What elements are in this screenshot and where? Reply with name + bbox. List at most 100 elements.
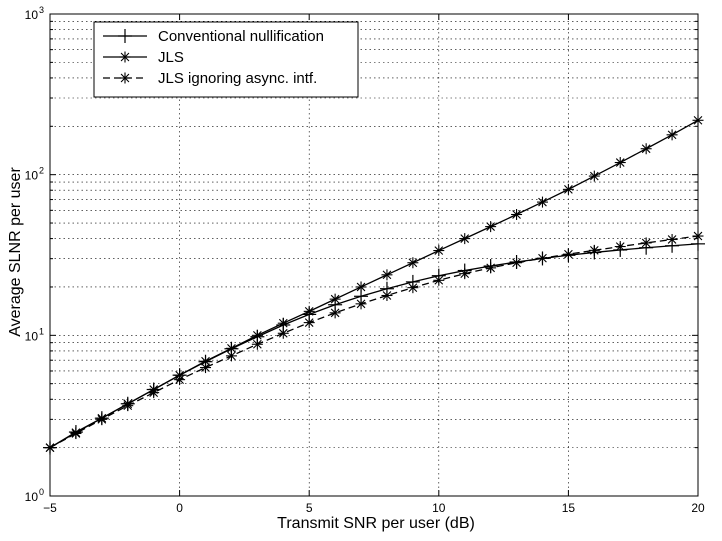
data-point <box>200 355 212 367</box>
data-point <box>459 233 471 245</box>
series-line <box>49 119 699 449</box>
star-marker-stroke <box>253 330 262 340</box>
star-marker-stroke <box>97 414 107 424</box>
data-point <box>303 305 315 317</box>
star-marker-stroke <box>486 222 495 231</box>
axis-ticks <box>49 14 699 497</box>
x-tick-labels: −5 0 5 10 15 20 <box>43 501 705 515</box>
data-point <box>511 209 523 221</box>
data-point <box>433 274 445 286</box>
data-point <box>122 400 134 412</box>
star-marker-stroke <box>564 185 573 194</box>
legend-entry: JLS ignoring async. intf. <box>103 70 317 87</box>
y-tick-label: 10 <box>25 169 39 183</box>
star-marker-stroke <box>278 328 288 338</box>
data-point <box>485 262 497 274</box>
x-tick-label: −5 <box>43 501 57 515</box>
star-marker-stroke <box>564 249 573 259</box>
data-point <box>459 268 471 280</box>
star-marker-stroke <box>382 291 392 300</box>
plot-frame <box>49 13 699 497</box>
star-marker-stroke <box>589 246 599 255</box>
star-marker-stroke <box>123 401 133 411</box>
data-point <box>277 317 289 329</box>
star-marker-stroke <box>304 318 314 327</box>
data-point <box>433 245 445 257</box>
star-marker-stroke <box>356 282 366 292</box>
data-point <box>225 350 237 362</box>
star-marker-stroke <box>120 73 130 83</box>
star-marker-stroke <box>538 197 547 207</box>
star-marker-stroke <box>641 144 651 154</box>
x-tick-label: 10 <box>432 501 446 515</box>
x-axis-title: Transmit SNR per user (dB) <box>277 515 475 532</box>
star-marker-stroke <box>356 299 366 309</box>
star-marker-stroke <box>120 52 130 62</box>
star-marker-stroke <box>408 283 418 293</box>
data-point <box>666 233 678 245</box>
y-tick-exponent: 0 <box>39 487 44 497</box>
data-point <box>407 282 419 294</box>
star-marker-stroke <box>460 269 470 279</box>
star-marker-stroke <box>175 375 184 384</box>
star-marker-stroke <box>408 258 418 268</box>
star-marker-stroke <box>149 388 159 397</box>
data-point <box>562 183 574 195</box>
y-tick-label: 10 <box>25 329 39 343</box>
data-point <box>303 317 315 329</box>
star-marker-stroke <box>304 307 314 316</box>
series-line <box>49 235 699 449</box>
star-marker-stroke <box>589 171 599 181</box>
star-marker-stroke <box>486 263 495 273</box>
legend-entry: Conventional nullification <box>103 28 324 45</box>
legend-label: Conventional nullification <box>158 28 324 45</box>
legend-label: JLS <box>158 49 184 66</box>
star-marker-stroke <box>278 318 288 328</box>
y-tick-exponent: 3 <box>39 5 44 15</box>
star-marker-stroke <box>538 253 547 263</box>
star-marker-stroke <box>667 130 677 140</box>
series-3 <box>44 230 704 454</box>
data-point <box>148 387 160 399</box>
y-tick-label: 10 <box>25 8 39 22</box>
data-point <box>329 293 341 305</box>
data-point <box>614 157 626 169</box>
data-point <box>614 241 626 253</box>
star-marker-stroke <box>512 210 521 219</box>
data-point <box>536 252 548 264</box>
star-marker-stroke <box>227 343 236 353</box>
data-point <box>588 244 600 256</box>
x-tick-label: 20 <box>691 501 705 515</box>
data-point <box>407 257 419 269</box>
star-marker-stroke <box>667 235 677 244</box>
data-point <box>588 170 600 182</box>
data-point <box>536 196 548 208</box>
x-tick-label: 15 <box>562 501 576 515</box>
star-marker-stroke <box>641 238 651 248</box>
data-point <box>381 269 393 281</box>
legend-label: JLS ignoring async. intf. <box>158 70 317 87</box>
data-point <box>70 427 82 439</box>
data-point <box>485 221 497 233</box>
y-axis-title: Average SLNR per user <box>7 167 24 337</box>
x-tick-label: 0 <box>176 501 183 515</box>
star-marker-stroke <box>512 258 521 268</box>
star-marker-stroke <box>434 246 444 255</box>
star-marker-stroke <box>615 242 625 251</box>
star-marker-stroke <box>382 270 392 280</box>
data-point <box>381 289 393 301</box>
series-layer <box>43 114 705 455</box>
data-point <box>251 338 263 350</box>
data-point <box>640 143 652 155</box>
data-point <box>174 374 186 386</box>
star-marker-stroke <box>201 356 210 366</box>
data-point <box>562 248 574 260</box>
data-point <box>200 362 212 374</box>
data-point <box>355 281 367 293</box>
y-tick-label: 10 <box>25 490 39 504</box>
star-marker-stroke <box>615 158 625 167</box>
star-marker-stroke <box>71 429 81 438</box>
star-marker-stroke <box>227 351 236 361</box>
